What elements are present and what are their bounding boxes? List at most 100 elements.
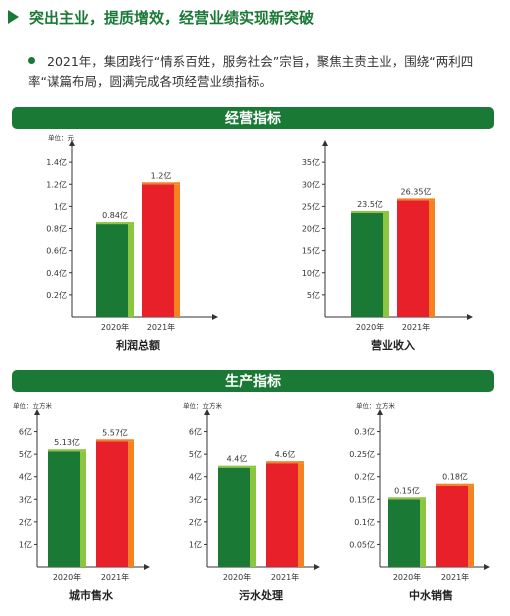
chart-title: 污水处理 <box>239 588 283 602</box>
y-tick-label: 20亿 <box>302 224 320 234</box>
bar-side-2020年 <box>80 451 86 567</box>
data-label: 1.2亿 <box>151 170 172 180</box>
bar-2020年 <box>48 451 80 567</box>
x-tick-label: 2021年 <box>271 572 299 582</box>
x-axis-arrow-icon <box>467 314 473 320</box>
y-tick-label: 0.2亿 <box>46 290 67 300</box>
triangle-bullet-icon <box>8 10 19 24</box>
bar-2020年 <box>96 224 128 317</box>
bar-2021年 <box>436 485 468 567</box>
page-title: 突出主业，提质增效，经营业绩实现新突破 <box>29 8 315 27</box>
bar-2020年 <box>388 499 420 567</box>
y-tick-label: 3亿 <box>189 494 202 504</box>
bar-side-2021年 <box>429 200 435 317</box>
x-tick-label: 2021年 <box>147 322 175 332</box>
y-tick-label: 1亿 <box>189 539 202 549</box>
y-tick-label: 1.2亿 <box>46 179 67 189</box>
y-tick-label: 30亿 <box>302 179 320 189</box>
bar-cap-2021年 <box>397 198 435 201</box>
y-tick-label: 15亿 <box>302 246 320 256</box>
section-banner-operating: 经营指标 <box>12 107 494 129</box>
unit-label: 单位：立方米 <box>183 401 223 410</box>
y-tick-label: 5亿 <box>307 290 320 300</box>
intro-text: 2021年，集团践行“情系百姓，服务社会”宗旨，聚焦主责主业，围绕“两利四率“谋… <box>28 54 474 89</box>
chart-title: 营业收入 <box>371 338 415 352</box>
y-axis-arrow-icon <box>377 409 383 415</box>
bar-cap-2020年 <box>218 465 256 468</box>
unit-label: 单位：立方米 <box>13 401 53 410</box>
x-tick-label: 2020年 <box>53 572 81 582</box>
y-tick-label: 0.8亿 <box>46 224 67 234</box>
y-tick-label: 0.2亿 <box>354 472 375 482</box>
x-axis-arrow-icon <box>212 314 218 320</box>
bullet-dot-icon <box>28 57 35 64</box>
bar-cap-2021年 <box>96 439 134 442</box>
data-label: 0.84亿 <box>102 210 128 220</box>
y-tick-label: 0.6亿 <box>46 246 67 256</box>
data-label: 0.15亿 <box>394 485 420 495</box>
section-banner-production: 生产指标 <box>12 370 494 392</box>
bar-2021年 <box>397 200 429 317</box>
x-axis-arrow-icon <box>144 564 150 570</box>
bar-cap-2020年 <box>96 222 134 225</box>
data-label: 5.13亿 <box>54 437 80 447</box>
bar-cap-2021年 <box>436 483 474 486</box>
bar-side-2021年 <box>468 485 474 567</box>
x-tick-label: 2021年 <box>402 322 430 332</box>
y-axis-arrow-icon <box>322 140 328 146</box>
x-tick-label: 2020年 <box>393 572 421 582</box>
bar-side-2020年 <box>250 467 256 567</box>
data-label: 4.4亿 <box>227 454 248 464</box>
x-tick-label: 2020年 <box>356 322 384 332</box>
y-tick-label: 3亿 <box>19 494 32 504</box>
y-tick-label: 1.4亿 <box>46 157 67 167</box>
y-tick-label: 6亿 <box>189 427 202 437</box>
x-axis-arrow-icon <box>314 564 320 570</box>
y-tick-label: 1亿 <box>54 201 67 211</box>
bar-2021年 <box>266 463 298 567</box>
bar-2020年 <box>351 213 383 317</box>
x-tick-label: 2020年 <box>223 572 251 582</box>
y-tick-label: 25亿 <box>302 201 320 211</box>
bar-2021年 <box>142 184 174 317</box>
y-axis-arrow-icon <box>204 409 210 415</box>
y-tick-label: 5亿 <box>189 449 202 459</box>
x-tick-label: 2021年 <box>441 572 469 582</box>
bar-cap-2020年 <box>351 211 389 214</box>
y-tick-label: 0.3亿 <box>354 427 375 437</box>
page-header: 突出主业，提质增效，经营业绩实现新突破 <box>8 7 314 27</box>
chart-profit: 单位：元 0.2亿 0.4亿 0.6亿 0.8亿 1亿 1.2亿 1.4亿 0.84亿 2020年… <box>46 133 218 352</box>
y-axis-arrow-icon <box>69 140 75 146</box>
x-tick-label: 2020年 <box>101 322 129 332</box>
y-tick-label: 2亿 <box>19 517 32 527</box>
bar-cap-2021年 <box>266 461 304 464</box>
x-tick-label: 2021年 <box>101 572 129 582</box>
y-tick-label: 6亿 <box>19 427 32 437</box>
bar-2021年 <box>96 441 128 567</box>
y-tick-label: 0.05亿 <box>349 539 375 549</box>
y-tick-label: 4亿 <box>19 472 32 482</box>
bar-side-2020年 <box>420 499 426 567</box>
y-tick-label: 2亿 <box>189 517 202 527</box>
bar-side-2020年 <box>128 224 134 317</box>
y-tick-label: 4亿 <box>189 472 202 482</box>
chart-supply: 单位：立方米 1亿 2亿 3亿 4亿 5亿 6亿 5.13亿 2020年 5.57亿 2021年城市… <box>13 401 150 602</box>
bar-side-2021年 <box>174 184 180 317</box>
bar-side-2020年 <box>383 213 389 317</box>
bar-cap-2020年 <box>388 497 426 500</box>
bar-2020年 <box>218 467 250 567</box>
intro-paragraph: 2021年，集团践行“情系百姓，服务社会”宗旨，聚焦主责主业，围绕“两利四率“谋… <box>28 52 498 92</box>
chart-title: 城市售水 <box>69 588 114 602</box>
bar-cap-2020年 <box>48 449 86 452</box>
y-tick-label: 0.1亿 <box>354 517 375 527</box>
y-tick-label: 10亿 <box>302 268 320 278</box>
chart-reclaimed: 单位：立方米 0.05亿 0.1亿 0.15亿 0.2亿 0.25亿 0.3亿 0.15亿 20… <box>349 401 490 602</box>
chart-title: 中水销售 <box>409 588 453 602</box>
bar-side-2021年 <box>128 441 134 567</box>
y-tick-label: 0.25亿 <box>349 449 375 459</box>
y-tick-label: 0.15亿 <box>349 494 375 504</box>
chart-revenue: 5亿 10亿 15亿 20亿 25亿 30亿 35亿 23.5亿 2020年 26.35亿 2021… <box>302 140 473 352</box>
bar-cap-2021年 <box>142 182 180 185</box>
y-tick-label: 35亿 <box>302 157 320 167</box>
